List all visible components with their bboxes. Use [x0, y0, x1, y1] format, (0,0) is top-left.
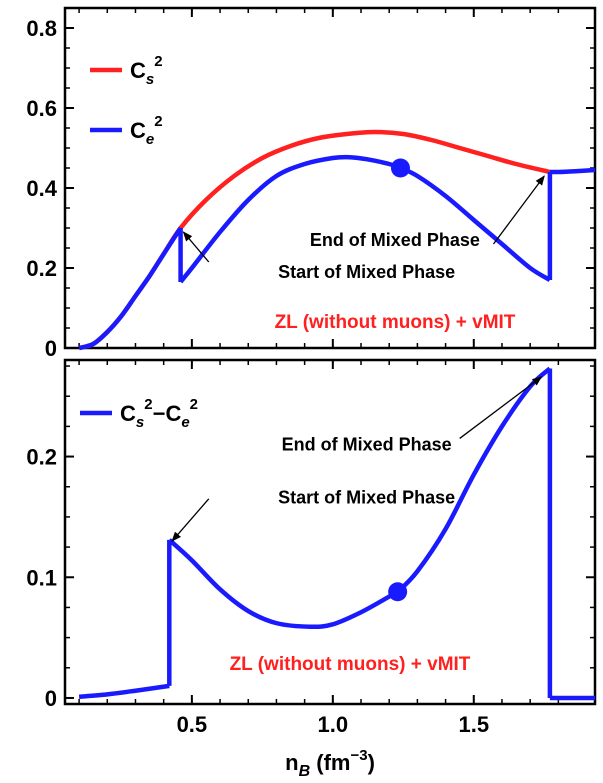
top-model-label: ZL (without muons) + vMIT	[275, 312, 516, 333]
y-tick-label: 0.2	[26, 256, 57, 281]
annotation-label: End of Mixed Phase	[282, 435, 452, 455]
annotation-arrow	[492, 175, 545, 245]
annotation-arrow	[171, 498, 210, 542]
top-panel: 0 0.2 0.4 0.6 0.8 End of Mixed Phase Start of…	[26, 6, 597, 361]
top-y-axis: 0 0.2 0.4 0.6 0.8	[26, 16, 595, 361]
bottom-annotations: End of Mixed Phase Start of Mixed Phase	[171, 376, 543, 542]
annotation-label: Start of Mixed Phase	[278, 488, 455, 508]
y-tick-label: 0.4	[26, 176, 57, 201]
legend-label-diff: Cs2−Ce2	[120, 396, 198, 431]
bottom-x-axis: 0.5 1.0 1.5	[78, 360, 560, 737]
top-plot-frame	[63, 6, 597, 350]
top-legend: Cs2 Ce2	[90, 53, 163, 148]
y-tick-label: 0	[45, 336, 57, 361]
bottom-legend: Cs2−Ce2	[80, 396, 198, 431]
top-series	[78, 129, 596, 351]
x-axis-label: nB (fm−3)	[285, 747, 375, 780]
annotation-arrow	[182, 231, 210, 263]
y-tick-label: 0	[45, 686, 57, 711]
bottom-series	[78, 366, 595, 701]
annotation-label: Start of Mixed Phase	[278, 262, 455, 282]
top-x-axis-ticks	[78, 8, 560, 348]
bottom-plot-frame	[63, 358, 597, 706]
annotation-arrow	[459, 376, 543, 439]
x-tick-label: 1.5	[458, 712, 489, 737]
annotation-label: End of Mixed Phase	[310, 230, 480, 250]
series-line	[78, 366, 595, 701]
legend-label-ce2: Ce2	[130, 113, 163, 148]
y-tick-label: 0.8	[26, 16, 57, 41]
x-tick-label: 1.0	[318, 712, 349, 737]
bottom-panel: 0 0.1 0.2 0.5 1.0 1.5 End of Mixed Phase Star…	[26, 358, 597, 737]
x-tick-label: 0.5	[177, 712, 208, 737]
series-line	[78, 154, 596, 351]
y-tick-label: 0.6	[26, 96, 57, 121]
data-marker	[390, 158, 410, 178]
data-marker	[388, 582, 408, 602]
bottom-model-label: ZL (without muons) + vMIT	[230, 654, 471, 675]
top-annotations: End of Mixed Phase Start of Mixed Phase	[182, 175, 545, 282]
y-tick-label: 0.2	[26, 445, 57, 470]
y-tick-label: 0.1	[26, 565, 57, 590]
legend-label-cs2: Cs2	[130, 53, 163, 88]
bottom-y-axis: 0 0.1 0.2	[26, 365, 595, 711]
